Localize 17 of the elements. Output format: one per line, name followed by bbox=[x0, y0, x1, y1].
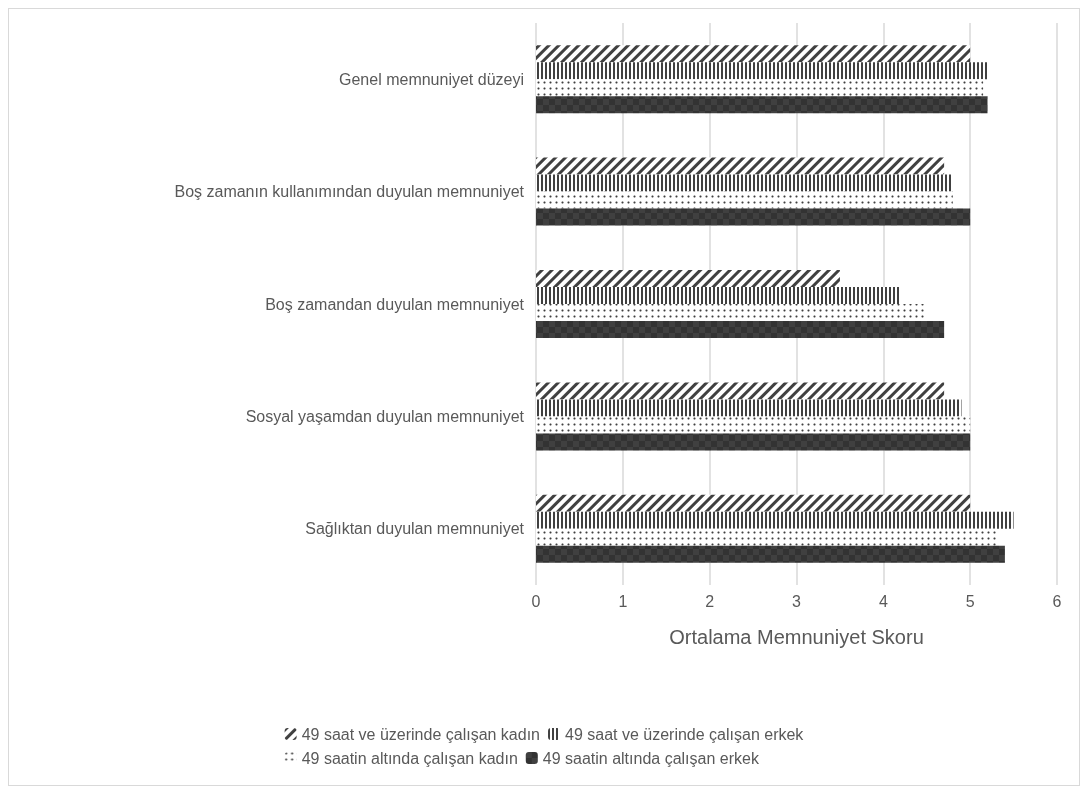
y-tick-label: Boş zamanın kullanımından duyulan memnuniyet bbox=[174, 183, 525, 201]
y-tick-label: Sosyal yaşamdan duyulan memnuniyet bbox=[245, 407, 525, 425]
x-tick-label: 2 bbox=[705, 592, 715, 610]
legend-label: 49 saatin altında çalışan erkek bbox=[542, 749, 760, 767]
legend-label: 49 saat ve üzerinde çalışan erkek bbox=[565, 725, 805, 743]
x-tick-label: 6 bbox=[1052, 592, 1062, 610]
x-tick-label: 1 bbox=[618, 592, 628, 610]
legend-label: 49 saat ve üzerinde çalışan kadın bbox=[301, 725, 541, 743]
x-tick-label: 4 bbox=[878, 592, 888, 610]
x-tick-label: 3 bbox=[792, 592, 802, 610]
y-tick-label: Genel memnuniyet düzeyi bbox=[339, 70, 524, 88]
x-tick-label: 0 bbox=[531, 592, 541, 610]
x-tick-label: 5 bbox=[965, 592, 975, 610]
y-tick-label: Boş zamandan duyulan memnuniyet bbox=[265, 295, 525, 313]
x-axis-title: Ortalama Memnuniyet Skoru bbox=[669, 626, 924, 648]
legend-label: 49 saatin altında çalışan kadın bbox=[301, 749, 518, 767]
y-tick-label: Sağlıktan duyulan memnuniyet bbox=[305, 520, 525, 538]
